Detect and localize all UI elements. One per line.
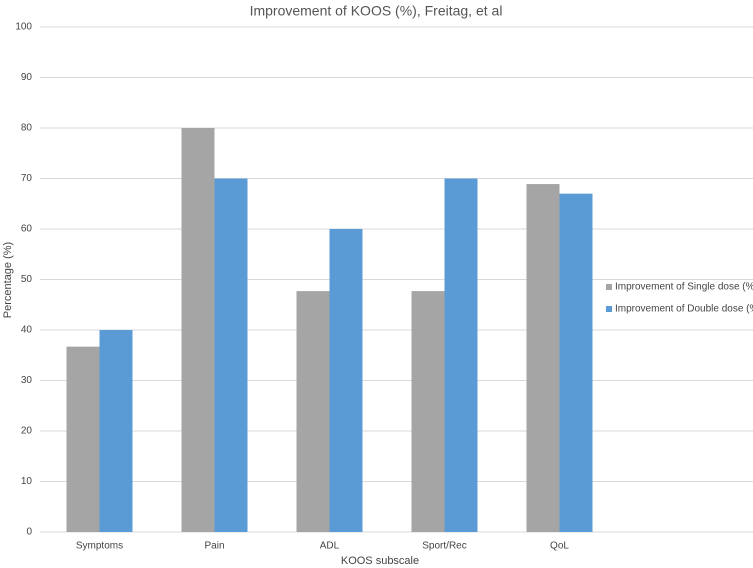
y-tick-label: 40 <box>21 325 33 336</box>
legend-swatch <box>606 306 612 312</box>
bar <box>99 330 133 532</box>
bar <box>296 291 330 532</box>
y-tick-label: 10 <box>21 476 33 487</box>
bar <box>329 229 363 532</box>
x-tick-label: Pain <box>204 541 224 552</box>
y-tick-label: 80 <box>21 123 33 134</box>
bar <box>526 184 560 532</box>
y-tick-label: 30 <box>21 375 33 386</box>
y-tick-label: 20 <box>21 426 33 437</box>
bar <box>411 291 445 532</box>
bar <box>181 128 215 532</box>
x-tick-label: ADL <box>320 541 340 552</box>
x-tick-label: Sport/Rec <box>422 541 466 552</box>
y-tick-label: 90 <box>21 72 33 83</box>
chart-title: Improvement of KOOS (%), Freitag, et al <box>250 3 503 19</box>
y-tick-label: 100 <box>15 22 32 33</box>
bar <box>214 178 248 532</box>
bar <box>559 193 593 532</box>
y-axis-title: Percentage (%) <box>2 242 14 318</box>
legend-swatch <box>606 284 612 290</box>
x-axis-title: KOOS subscale <box>341 555 419 567</box>
legend-label: Improvement of Single dose (%) <box>615 282 753 293</box>
legend-label: Improvement of Double dose (%) <box>615 304 753 315</box>
y-tick-label: 0 <box>26 527 32 538</box>
y-tick-label: 70 <box>21 173 33 184</box>
x-tick-label: QoL <box>550 541 569 552</box>
bar <box>66 346 100 532</box>
y-tick-label: 60 <box>21 224 33 235</box>
bar <box>444 178 478 532</box>
x-tick-label: Symptoms <box>76 541 123 552</box>
y-tick-label: 50 <box>21 274 33 285</box>
